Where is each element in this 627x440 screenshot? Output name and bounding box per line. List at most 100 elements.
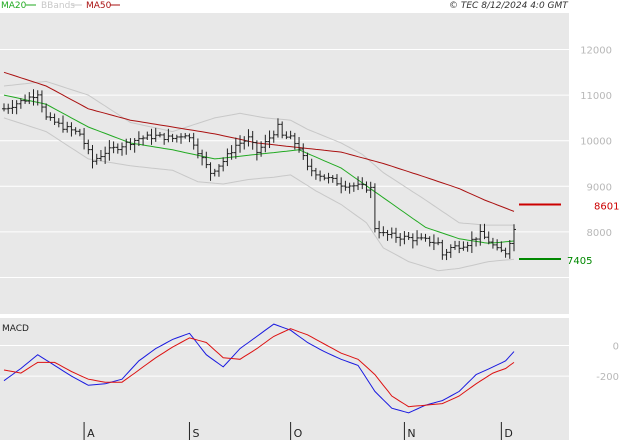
price-bar [31, 89, 36, 106]
legend-item-ma20: MA20 [1, 1, 27, 11]
price-bar [326, 172, 331, 184]
price-bar [128, 138, 133, 151]
price-bar [246, 129, 251, 147]
price-bar [82, 127, 87, 150]
macd-title: MACD [2, 324, 29, 334]
price-bar [360, 177, 365, 190]
price-bar [410, 233, 415, 249]
price-bar [115, 143, 120, 154]
price-bar [495, 239, 500, 251]
price-bar [69, 122, 74, 137]
price-bar [478, 224, 483, 246]
legend-item-bbands: BBands [41, 1, 75, 11]
price-bar [132, 138, 137, 153]
price-bar [393, 227, 398, 243]
price-bar [242, 136, 247, 150]
price-bar [195, 138, 200, 159]
macd-y-axis: 0 -200 [596, 342, 619, 384]
price-bar [48, 112, 53, 121]
price-bar [503, 247, 508, 258]
price-bar [343, 180, 348, 191]
price-bar [474, 237, 479, 247]
price-bar [238, 135, 243, 153]
price-bar [35, 90, 40, 106]
price-bar [14, 100, 19, 115]
price-bar [364, 181, 369, 193]
signal-line [3, 328, 515, 408]
price-bars [2, 89, 516, 261]
price-bar [94, 153, 99, 165]
price-bar [368, 181, 373, 199]
price-bar [402, 231, 407, 245]
price-bar [512, 224, 516, 252]
price-bar [56, 118, 61, 128]
price-bar [250, 130, 255, 150]
price-bar [419, 233, 424, 241]
price-bar [18, 98, 23, 109]
price-bar [145, 131, 150, 140]
price-bar [398, 233, 403, 247]
price-bar [174, 134, 179, 143]
price-bar [431, 234, 436, 251]
month-label: N [407, 427, 415, 440]
price-bar [284, 131, 289, 140]
macd-tick-label: -200 [596, 372, 619, 383]
price-bar [301, 143, 306, 160]
price-bar [39, 90, 44, 113]
price-bar [499, 241, 504, 253]
price-bar [318, 170, 323, 182]
price-bar [120, 142, 125, 156]
ma50-line-layer [3, 71, 515, 212]
price-bar [309, 158, 314, 177]
price-bar [157, 131, 162, 138]
price-bar [406, 232, 411, 240]
price-bar [136, 131, 141, 147]
price-bar [334, 174, 339, 186]
price-bar [6, 103, 11, 114]
price-bar [200, 149, 205, 166]
price-bar [330, 175, 335, 183]
price-bar [90, 144, 95, 169]
price-bar [153, 127, 158, 142]
price-bar [124, 138, 129, 155]
price-grid [0, 48, 569, 279]
price-bar [107, 140, 112, 161]
price-bar [490, 237, 495, 249]
price-bar [452, 240, 457, 250]
price-bar [73, 127, 78, 135]
x-axis-strip [0, 422, 569, 440]
copyright-stamp: © TEC 8/12/2024 4:0 GMT [449, 1, 569, 11]
price-bar [280, 121, 285, 139]
price-tick-label: 11000 [580, 91, 612, 102]
price-bar [170, 133, 175, 143]
legend: MA20 BBands MA50 [1, 1, 120, 11]
price-bar [259, 141, 264, 157]
level-marker-label: 8601 [594, 201, 619, 212]
price-bar [10, 99, 15, 114]
ma50-line [3, 71, 515, 212]
price-bar [225, 148, 230, 167]
price-bar [212, 168, 217, 177]
price-bar [187, 133, 192, 143]
price-bar [322, 174, 327, 181]
price-bar [427, 236, 432, 247]
price-bar [65, 121, 70, 133]
price-bar [351, 182, 356, 192]
month-label: D [504, 427, 512, 440]
price-bar [179, 133, 184, 144]
price-bar [339, 177, 344, 194]
price-bar [44, 103, 49, 120]
price-bar [275, 118, 280, 138]
price-bar [27, 92, 32, 105]
price-bar [440, 239, 445, 260]
price-bar [254, 140, 259, 161]
month-label: O [294, 427, 303, 440]
price-bar [347, 182, 352, 194]
price-bar [162, 132, 167, 145]
price-bar [98, 150, 103, 162]
price-bar [385, 229, 390, 241]
price-bar [111, 141, 116, 154]
price-y-axis: 12000 11000 10000 9000 8000 [580, 45, 612, 238]
